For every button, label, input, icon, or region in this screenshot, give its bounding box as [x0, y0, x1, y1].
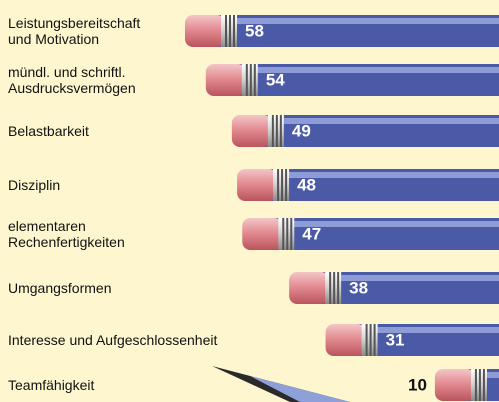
- eraser: [242, 218, 282, 250]
- ferrule-stripe: [246, 64, 248, 96]
- ferrule-stripe: [337, 272, 339, 304]
- bar-highlight: [287, 172, 499, 178]
- pencil-tip: [212, 366, 350, 402]
- value-label: 47: [302, 224, 321, 243]
- bar-highlight: [235, 18, 499, 24]
- ferrule-stripe: [285, 169, 287, 201]
- ferrule-stripe: [366, 324, 368, 356]
- ferrule-stripe: [233, 15, 235, 47]
- category-label: mündl. und schriftl. Ausdrucksvermögen: [8, 64, 136, 96]
- bar-highlight: [292, 221, 499, 227]
- value-label: 48: [297, 175, 316, 194]
- ferrule-stripe: [254, 64, 256, 96]
- bar-highlight: [282, 118, 499, 124]
- value-label: 54: [266, 70, 285, 89]
- bar-highlight: [485, 372, 499, 378]
- category-label: Leistungsbereitschaft und Motivation: [8, 15, 140, 47]
- ferrule-stripe: [280, 115, 282, 147]
- ferrule-stripe: [329, 272, 331, 304]
- value-label: 38: [349, 278, 368, 297]
- category-label: Belastbarkeit: [8, 123, 89, 139]
- ferrule-stripe: [282, 218, 284, 250]
- ferrule-stripe: [225, 15, 227, 47]
- eraser: [237, 169, 277, 201]
- eraser: [326, 324, 366, 356]
- ferrule-stripe: [286, 218, 288, 250]
- page: {"chart_data": {"type": "bar", "orientat…: [0, 0, 499, 402]
- category-label: Disziplin: [8, 177, 60, 193]
- ferrule-stripe: [229, 15, 231, 47]
- ferrule-stripe: [276, 115, 278, 147]
- ferrule-stripe: [290, 218, 292, 250]
- category-label: Umgangsformen: [8, 280, 112, 296]
- value-label: 10: [408, 375, 427, 394]
- eraser: [185, 15, 225, 47]
- ferrule-stripe: [374, 324, 376, 356]
- value-label: 49: [292, 121, 311, 140]
- category-label: Teamfähigkeit: [8, 377, 94, 393]
- category-label: elementaren Rechenfertigkeiten: [8, 218, 125, 250]
- value-label: 58: [245, 21, 264, 40]
- eraser: [289, 272, 329, 304]
- ferrule-stripe: [272, 115, 274, 147]
- eraser: [435, 369, 475, 401]
- ferrule-stripe: [281, 169, 283, 201]
- ferrule-stripe: [475, 369, 477, 401]
- eraser: [206, 64, 246, 96]
- ferrule-stripe: [333, 272, 335, 304]
- ferrule-stripe: [250, 64, 252, 96]
- ferrule-stripe: [483, 369, 485, 401]
- ferrule-stripe: [370, 324, 372, 356]
- category-label: Interesse und Aufgeschlossenheit: [8, 332, 217, 348]
- ferrule-stripe: [479, 369, 481, 401]
- ferrule-stripe: [277, 169, 279, 201]
- eraser: [232, 115, 272, 147]
- bar-highlight: [256, 67, 499, 73]
- value-label: 31: [386, 330, 405, 349]
